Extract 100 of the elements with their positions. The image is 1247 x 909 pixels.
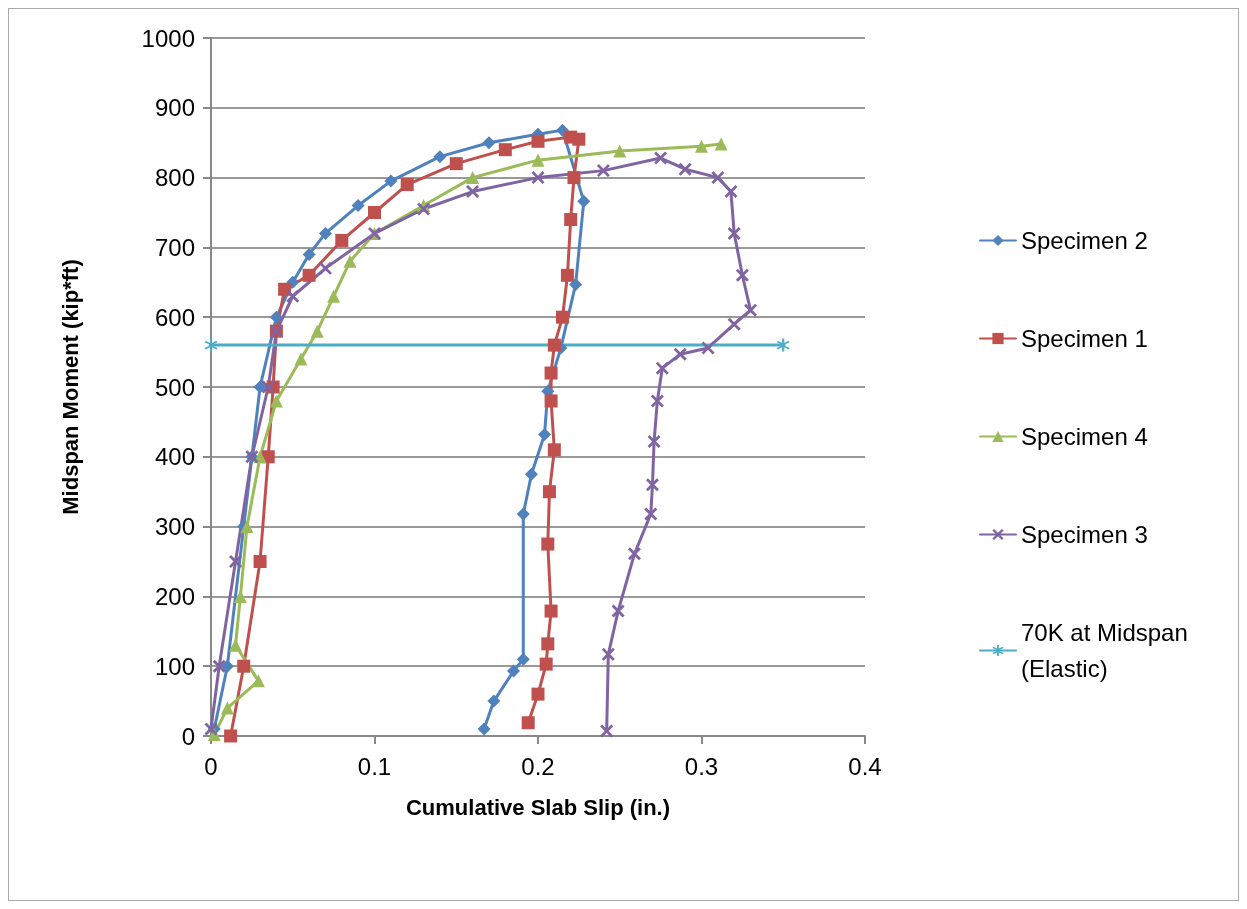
y-tick-label: 700 — [154, 233, 195, 261]
point — [601, 647, 615, 661]
point — [433, 150, 447, 164]
point — [538, 427, 552, 441]
point — [516, 652, 530, 666]
point — [261, 380, 275, 394]
point — [531, 171, 545, 185]
y-tick-label: 0 — [181, 722, 195, 750]
point — [212, 659, 226, 673]
legend-label: Specimen 3 — [1021, 521, 1148, 548]
point — [269, 394, 283, 408]
y-tick-label: 1000 — [141, 24, 195, 52]
point — [498, 143, 512, 157]
point — [449, 157, 463, 171]
point — [564, 212, 578, 226]
point — [351, 199, 365, 213]
point — [695, 139, 708, 153]
point — [229, 638, 243, 652]
point — [644, 507, 658, 521]
point — [544, 604, 558, 618]
point — [650, 394, 664, 408]
point — [310, 324, 324, 338]
point — [286, 289, 300, 303]
y-tick-label: 600 — [154, 303, 195, 331]
point — [711, 171, 725, 185]
point — [600, 724, 614, 738]
point — [744, 303, 758, 317]
point — [613, 144, 627, 158]
point — [466, 185, 480, 199]
point — [253, 380, 267, 394]
point — [727, 317, 741, 331]
point — [327, 289, 341, 303]
point — [233, 589, 247, 603]
point — [335, 233, 349, 247]
x-tick-label: 0 — [204, 752, 218, 780]
point — [204, 338, 218, 352]
point — [521, 716, 535, 730]
point — [531, 134, 545, 148]
y-tick-label: 100 — [154, 652, 195, 680]
point — [302, 247, 316, 261]
y-tick-label: 200 — [154, 582, 195, 610]
x-tick-label: 0.4 — [848, 752, 882, 780]
point — [654, 151, 668, 165]
point — [544, 366, 558, 380]
point — [253, 555, 267, 568]
point — [544, 394, 558, 408]
point — [524, 467, 538, 481]
point — [627, 547, 641, 561]
point — [384, 174, 398, 188]
point — [220, 701, 234, 715]
point — [542, 485, 556, 499]
point — [224, 729, 238, 743]
point — [724, 185, 738, 199]
point — [678, 162, 692, 176]
point — [577, 194, 591, 208]
point — [673, 347, 687, 361]
y-tick-label: 400 — [154, 443, 195, 471]
point — [572, 132, 586, 146]
point — [567, 171, 581, 185]
y-tick-label: 500 — [154, 373, 195, 401]
point — [294, 352, 308, 366]
x-tick-label: 0.3 — [684, 752, 719, 780]
point — [611, 604, 625, 618]
point — [596, 164, 610, 178]
point — [569, 277, 583, 291]
y-tick-label: 300 — [154, 513, 195, 541]
point — [368, 206, 381, 219]
point — [655, 361, 669, 375]
point — [701, 341, 715, 355]
point — [556, 310, 570, 324]
point — [531, 687, 545, 701]
point — [269, 310, 283, 324]
point — [541, 637, 555, 651]
legend-label: Specimen 1 — [1021, 325, 1148, 352]
point — [541, 537, 555, 551]
y-tick-label: 900 — [154, 94, 195, 122]
legend-label: Specimen 4 — [1021, 423, 1148, 450]
point — [645, 478, 659, 492]
point — [302, 268, 316, 282]
legend-label: 70K at Midspan (Elastic) — [1021, 619, 1195, 682]
point — [466, 171, 480, 185]
point — [516, 507, 530, 521]
legend-label: Specimen 2 — [1021, 227, 1148, 254]
point — [647, 434, 661, 448]
point — [727, 226, 741, 240]
point — [735, 268, 749, 282]
point — [237, 659, 251, 673]
point — [318, 261, 332, 275]
y-tick-label: 800 — [154, 164, 195, 192]
point — [477, 722, 491, 736]
point — [487, 694, 501, 708]
point — [547, 338, 561, 352]
point — [547, 443, 561, 457]
point — [220, 659, 234, 673]
point — [776, 338, 790, 352]
point — [531, 153, 545, 167]
point — [400, 178, 414, 192]
point — [343, 254, 357, 268]
x-axis-title: Cumulative Slab Slip (in.) — [405, 794, 671, 820]
x-tick-label: 0.2 — [521, 752, 555, 780]
